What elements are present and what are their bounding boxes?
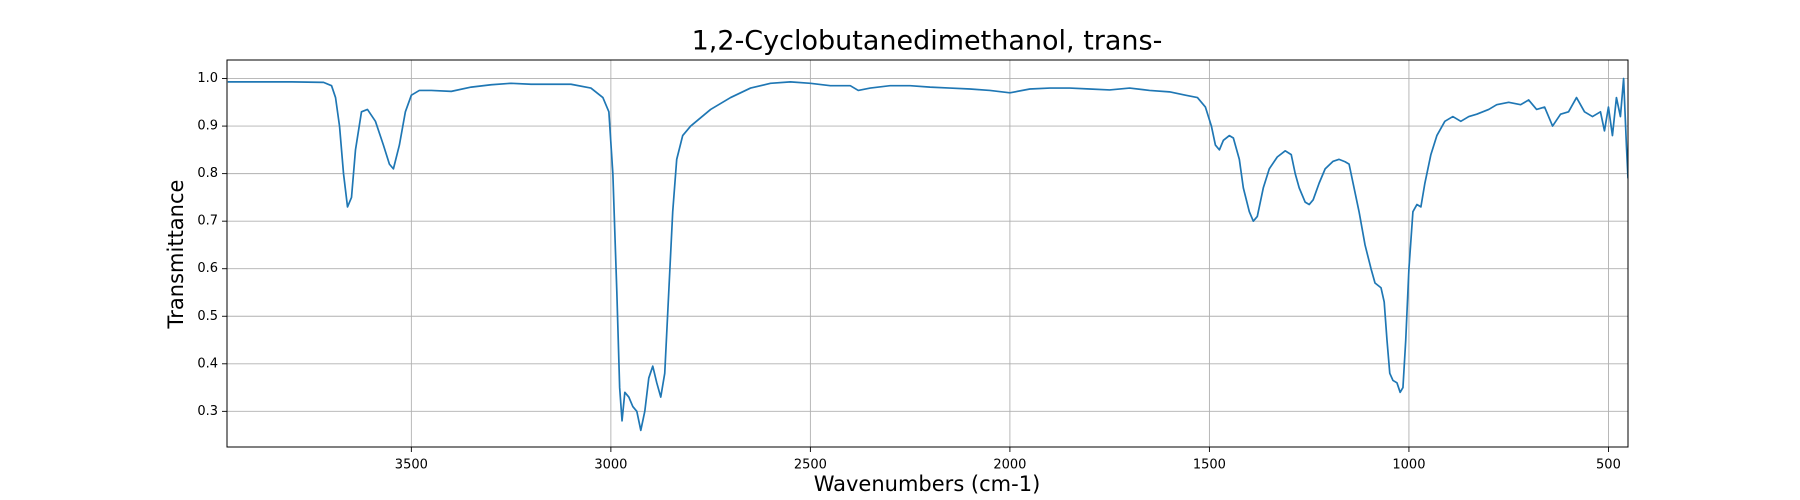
x-axis-label: Wavenumbers (cm-1)	[814, 472, 1041, 496]
y-tick-label: 0.4	[197, 356, 218, 371]
y-tick-label: 0.9	[197, 119, 218, 134]
y-tick-label: 0.3	[197, 404, 218, 419]
y-tick-label: 1.0	[197, 71, 218, 86]
y-axis-label: Transmittance	[164, 180, 188, 330]
plot-frame	[226, 59, 1629, 448]
x-tick-label: 500	[1596, 458, 1621, 473]
y-tick-label: 0.8	[197, 166, 218, 181]
spectrum-line	[227, 77, 1628, 432]
x-tick-label: 2000	[993, 458, 1026, 473]
x-tick-label: 1500	[1193, 458, 1226, 473]
y-tick-label: 0.7	[197, 214, 218, 229]
x-tick-label: 3500	[395, 458, 428, 473]
x-tick-label: 2500	[794, 458, 827, 473]
chart-title: 1,2-Cyclobutanedimethanol, trans-	[692, 26, 1163, 57]
y-tick-label: 0.5	[197, 309, 218, 324]
x-tick-label: 3000	[594, 458, 627, 473]
y-tick-label: 0.6	[197, 261, 218, 276]
x-tick-label: 1000	[1392, 458, 1425, 473]
